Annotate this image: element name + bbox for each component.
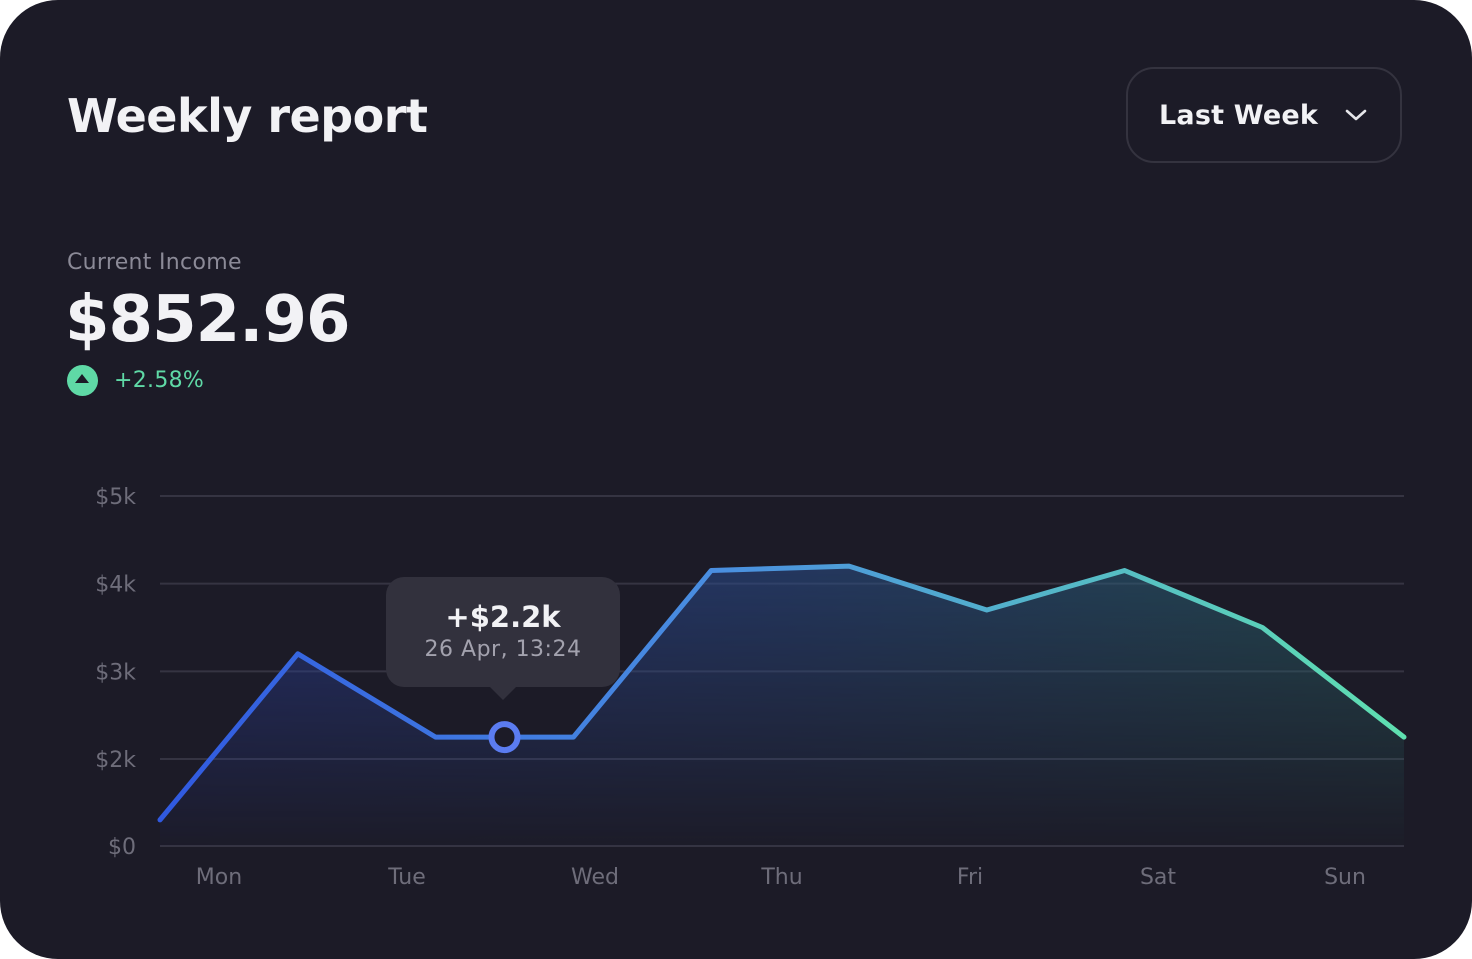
highlight-point[interactable] xyxy=(488,721,521,754)
x-tick-label: Tue xyxy=(387,865,426,890)
chart-tooltip: +$2.2k 26 Apr, 13:24 xyxy=(386,577,620,700)
chevron-down-icon xyxy=(1345,109,1367,121)
y-tick-label: $4k xyxy=(95,573,136,598)
income-change-value: +2.58% xyxy=(114,367,205,393)
y-tick-label: $0 xyxy=(108,835,136,860)
tooltip-date: 26 Apr, 13:24 xyxy=(424,637,582,662)
y-tick-label: $3k xyxy=(95,660,136,685)
x-tick-label: Mon xyxy=(196,865,242,890)
income-value: $852.96 xyxy=(65,283,350,357)
x-tick-label: Wed xyxy=(571,865,619,890)
income-area xyxy=(160,566,1404,846)
arrow-up-icon xyxy=(67,364,98,396)
page-title: Weekly report xyxy=(67,89,428,143)
x-tick-label: Thu xyxy=(760,865,802,890)
x-tick-label: Sat xyxy=(1140,865,1176,890)
period-select[interactable]: Last Week xyxy=(1126,67,1402,163)
x-tick-label: Fri xyxy=(957,865,983,890)
period-select-label: Last Week xyxy=(1159,99,1319,131)
tooltip-value: +$2.2k xyxy=(445,600,561,634)
income-change: +2.58% xyxy=(67,364,204,396)
y-tick-label: $2k xyxy=(95,748,136,773)
y-tick-label: $5k xyxy=(95,485,136,510)
income-label: Current Income xyxy=(67,250,242,275)
income-line xyxy=(157,563,1407,823)
x-tick-label: Sun xyxy=(1324,865,1366,890)
